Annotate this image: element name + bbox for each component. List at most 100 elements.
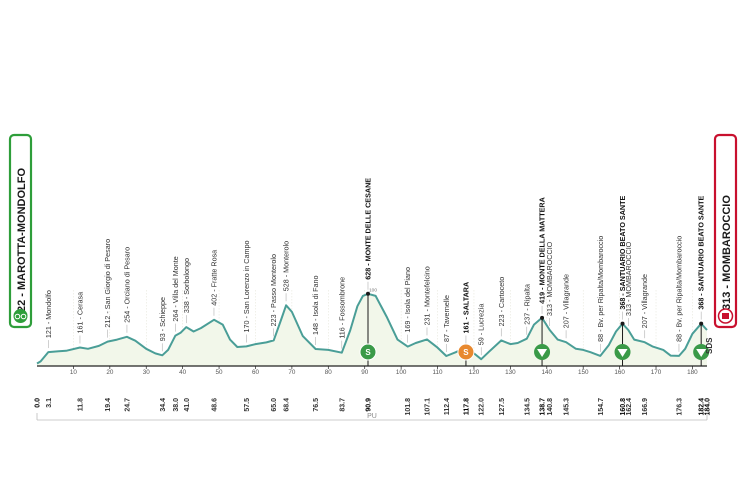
- km-value: 117.8: [463, 398, 470, 415]
- waypoint-label: 212 - San Giorgio di Pesaro: [103, 239, 112, 328]
- km-value: 122.0: [479, 398, 486, 416]
- km-value: 154.7: [598, 398, 605, 416]
- axis-tick-label: 40: [179, 369, 187, 376]
- waypoints: 121 - Mondolfo 161 - Cerasa 212 - San Gior…: [44, 178, 706, 366]
- waypoint-label: 368 - SANTUARIO BEATO SANTE: [618, 196, 627, 310]
- climb-point: [540, 315, 545, 320]
- km-value: 65.0: [271, 398, 278, 412]
- km-value: 83.7: [339, 398, 346, 412]
- km-value: 48.6: [211, 398, 218, 412]
- waypoint-label: 628 - MONTE DELLE CESANE: [363, 178, 372, 280]
- km-value: 184.0: [705, 398, 712, 416]
- waypoint-label: 237 - Ripalta: [522, 284, 531, 325]
- gpm-triangle-icon: [696, 349, 707, 357]
- climb-point: [620, 321, 625, 326]
- waypoint-label: 116 - Fossombrone: [337, 277, 346, 339]
- start-icon-wheel-left: [14, 313, 21, 320]
- km-value: 145.3: [564, 398, 571, 416]
- axis-tick-label: 170: [651, 369, 662, 376]
- sponsor-mark: SDS: [705, 337, 714, 354]
- climb-point: [365, 291, 370, 296]
- km-value: 57.5: [244, 398, 251, 412]
- start-label: 22 - MAROTTA-MONDOLFO: [16, 168, 28, 312]
- km-value: 24.7: [124, 398, 131, 412]
- km-value: 90.9: [365, 398, 372, 412]
- waypoint-label: 161 - SALTARA: [461, 282, 470, 334]
- km-value: 160.8: [620, 398, 627, 416]
- waypoint-label: 231 - Montefelcino: [422, 266, 431, 325]
- waypoint-label: 87 - Tavernelle: [442, 295, 451, 342]
- km-value: 3.1: [46, 398, 53, 408]
- km-value: 0.0: [35, 398, 42, 408]
- profile-line: [36, 292, 708, 365]
- finish-flag-icon: [722, 313, 729, 319]
- gpm-triangle-icon: [617, 349, 628, 357]
- climb-point: [699, 321, 704, 326]
- axis-tick-label: 180: [687, 369, 698, 376]
- km-value: 127.5: [499, 398, 506, 416]
- axis-tick-label: 110: [433, 369, 444, 376]
- km-value: 138.7: [540, 398, 547, 416]
- waypoint-label: 169 - Isola del Piano: [403, 267, 412, 333]
- axis-tick-label: 130: [505, 369, 516, 376]
- gpm-icon: [359, 343, 377, 361]
- waypoint-label: 207 - Villagrande: [562, 274, 571, 328]
- axis-tick-label: 20: [106, 369, 114, 376]
- km-value: 107.1: [424, 398, 431, 416]
- start-icon: [13, 309, 28, 323]
- km-value: 140.8: [547, 398, 554, 416]
- waypoint-label: 121 - Mondolfo: [44, 290, 53, 338]
- waypoint-label: 264 - Villa del Monte: [171, 256, 180, 321]
- waypoint-label: 419 - MONTE DELLA MATTERA: [538, 197, 547, 304]
- waypoint-label: 528 - Monterolo: [282, 241, 291, 291]
- region-label: PU: [367, 413, 377, 420]
- distance-axis: 0.0 3.1 11.8 19.4 24.7 34.4 38.0 41.0 48.6 57.5 65…: [35, 365, 712, 421]
- start-sign: 22 - MAROTTA-MONDOLFO: [8, 133, 33, 329]
- axis-tick-label: 70: [288, 369, 296, 376]
- axis-tick-label: 160: [614, 369, 625, 376]
- axis-tick-label: 90: [361, 369, 369, 376]
- km-value: 162.4: [626, 398, 633, 416]
- axis-tick-label: 100: [396, 369, 407, 376]
- km-value: 68.4: [284, 398, 291, 412]
- marker-letter: S: [463, 348, 469, 357]
- axis-tick-label: 150: [578, 369, 589, 376]
- km-value: 101.8: [405, 398, 412, 416]
- km-value: 134.5: [524, 398, 531, 416]
- gpm-triangle-icon: [537, 349, 548, 357]
- waypoint-label: 313 - MOMBAROCCIO: [624, 241, 633, 316]
- waypoint-label: 223 - Cartoceto: [497, 277, 506, 327]
- waypoint-label: 148 - Isola di Fano: [311, 275, 320, 335]
- waypoint-label: 338 - Sorbolongo: [182, 258, 191, 313]
- km-value: 176.3: [676, 398, 683, 416]
- km-value: 34.4: [160, 398, 167, 412]
- marker-letter: S: [365, 348, 371, 357]
- finish-label: 313 - MOMBAROCCIO: [721, 195, 733, 310]
- start-icon-wheel-right: [20, 313, 27, 320]
- waypoint-label: 402 - Fratte Rosa: [209, 250, 218, 306]
- km-value: 166.9: [642, 398, 649, 416]
- km-value: 38.0: [173, 398, 180, 412]
- finish-sign-frame: [713, 133, 738, 329]
- waypoint-label: 254 - Orciano di Pesaro: [122, 247, 131, 323]
- sprint-icon: [457, 343, 475, 361]
- axis-tick-label: 120: [469, 369, 480, 376]
- axis-tick-label: 140: [542, 369, 553, 376]
- km-value: 19.4: [105, 398, 112, 412]
- waypoint-label: 88 - Bv. per Ripalta/Mombaroccio: [674, 236, 683, 342]
- km-value: 11.8: [77, 398, 84, 411]
- km-value: 41.0: [184, 398, 191, 412]
- axis-tick-label: 50: [216, 369, 224, 376]
- start-sign-frame: [8, 133, 33, 329]
- waypoint-label: 170 - San Lorenzo in Campo: [242, 241, 251, 333]
- waypoint-label: 88 - Bv. per Ripalta/Mombaroccio: [596, 236, 605, 342]
- waypoint-label: 161 - Cerasa: [75, 292, 84, 334]
- waypoint-label: 368 - SANTUARIO BEATO SANTE: [697, 196, 706, 310]
- waypoint-label: 59 - Lucrezia: [477, 304, 486, 346]
- km-value: 112.4: [444, 398, 451, 415]
- altitude-tick-label: 100: [369, 288, 377, 294]
- km-value: 76.5: [313, 398, 320, 412]
